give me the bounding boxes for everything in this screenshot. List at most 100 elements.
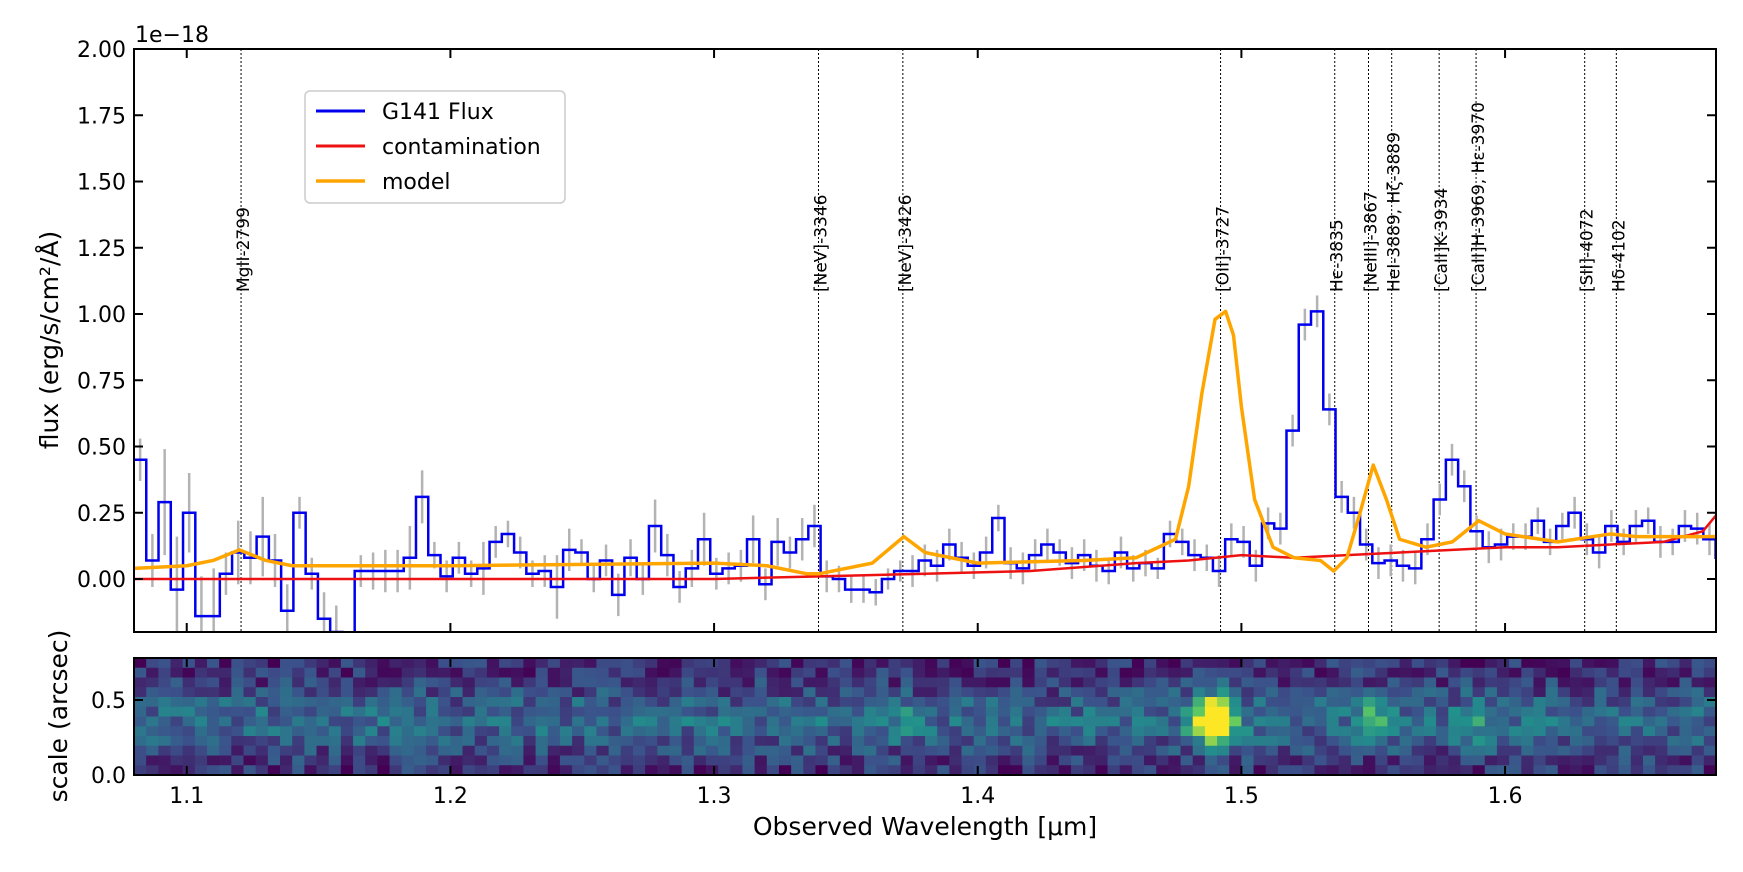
heatmap-cell [1606, 687, 1620, 698]
heatmap-cell [584, 745, 598, 757]
heatmap-cell [1460, 658, 1474, 669]
heatmap-cell [1436, 706, 1449, 718]
heatmap-cell [1180, 765, 1194, 775]
heatmap-cell [1521, 706, 1535, 718]
heatmap-cell [632, 677, 646, 688]
heatmap-cell [1667, 745, 1681, 757]
heatmap-cell [1071, 755, 1084, 766]
heatmap-cell [1375, 745, 1389, 757]
heatmap-cell [523, 755, 537, 766]
heatmap-cell [1119, 765, 1133, 775]
heatmap-cell [1229, 667, 1242, 679]
heatmap-cell [1168, 658, 1182, 669]
heatmap-cell [1253, 667, 1267, 679]
heatmap-cell [949, 687, 963, 698]
heatmap-cell [1302, 755, 1316, 766]
heatmap-cell [1509, 736, 1522, 747]
heatmap-cell [365, 706, 378, 718]
heatmap-cell [876, 745, 890, 757]
heatmap-cell [620, 677, 634, 688]
heatmap-cell [1411, 667, 1425, 679]
heatmap-cell [1521, 658, 1535, 669]
heatmap-cell [1448, 706, 1462, 718]
heatmap-cell [1436, 658, 1449, 669]
heatmap-cell [1484, 706, 1498, 718]
heatmap-cell [1058, 736, 1072, 747]
heatmap-cell [827, 726, 841, 737]
heatmap-cell [1314, 755, 1328, 766]
heatmap-cell [912, 667, 926, 679]
heatmap-cell [1448, 726, 1462, 737]
heatmap-cell [681, 736, 695, 747]
heatmap-cell [401, 658, 415, 669]
heatmap-cell [912, 736, 926, 747]
heatmap-cell [1460, 697, 1474, 708]
heatmap-cell [1253, 658, 1267, 669]
heatmap-cell [523, 687, 537, 698]
heatmap-cell [182, 677, 196, 688]
heatmap-cell [985, 677, 999, 688]
heatmap-cell [194, 687, 208, 698]
heatmap-cell [961, 677, 975, 688]
heatmap-cell [158, 687, 172, 698]
heatmap-cell [1241, 755, 1255, 766]
heatmap-cell [304, 755, 318, 766]
heatmap-cell [1423, 697, 1437, 708]
heatmap-cell [730, 716, 744, 727]
heatmap-cell [1314, 706, 1328, 718]
heatmap-cell [1119, 697, 1133, 708]
heatmap-cell [365, 658, 378, 669]
heatmap-cell [1703, 687, 1716, 698]
y-tick-label: 0.75 [77, 369, 126, 394]
heatmap-cell [718, 726, 731, 737]
heatmap-cell [1679, 765, 1693, 775]
heatmap-cell [791, 745, 804, 757]
heatmap-cell [1253, 736, 1267, 747]
heatmap-cell [815, 716, 829, 727]
heatmap-cell [1484, 745, 1498, 757]
heatmap-cell [1423, 667, 1437, 679]
heatmap-cell [657, 658, 671, 669]
heatmap-cell [1144, 658, 1157, 669]
spectrum-y-axis-label: flux (erg/s/cm²/Å) [35, 231, 64, 449]
heatmap-cell [632, 706, 646, 718]
heatmap-cell [1703, 765, 1716, 775]
heatmap-cell [1265, 765, 1279, 775]
heatmap-cell [1010, 706, 1023, 718]
heatmap-cell [426, 697, 439, 708]
heatmap-cell [1387, 755, 1401, 766]
heatmap-cell [754, 687, 768, 698]
heatmap-cell [584, 736, 598, 747]
heatmap-cell [182, 726, 196, 737]
heatmap-cell [1071, 677, 1084, 688]
heatmap-cell [1630, 677, 1644, 688]
heatmap-cell [681, 726, 695, 737]
heatmap-cell [1168, 667, 1182, 679]
heatmap-cell [231, 726, 245, 737]
heatmap-cell [182, 755, 196, 766]
heatmap-cell [803, 677, 817, 688]
heatmap-cell [584, 706, 598, 718]
heatmap-cell [1034, 726, 1048, 737]
heatmap-cell [1010, 667, 1023, 679]
heatmap-cell [1399, 658, 1413, 669]
heatmap-cell [912, 716, 926, 727]
heatmap-cell [1168, 726, 1182, 737]
heatmap-cell [645, 755, 658, 766]
heatmap-cell [1606, 745, 1620, 757]
heatmap-cell [511, 736, 525, 747]
heatmap-cell [1411, 755, 1425, 766]
heatmap-cell [1241, 706, 1255, 718]
heatmap-cell [438, 765, 451, 775]
heatmap-cell [620, 667, 634, 679]
heatmap-cell [1034, 736, 1048, 747]
heatmap-cell [1363, 667, 1376, 679]
heatmap-cell [1667, 716, 1681, 727]
heatmap-cell [511, 716, 525, 727]
heatmap-cell [1144, 706, 1157, 718]
heatmap-cell [474, 706, 488, 718]
heatmap-cell [1521, 677, 1535, 688]
heatmap-cell [693, 706, 707, 718]
heatmap-cell [231, 755, 245, 766]
heatmap-cell [1217, 736, 1230, 747]
